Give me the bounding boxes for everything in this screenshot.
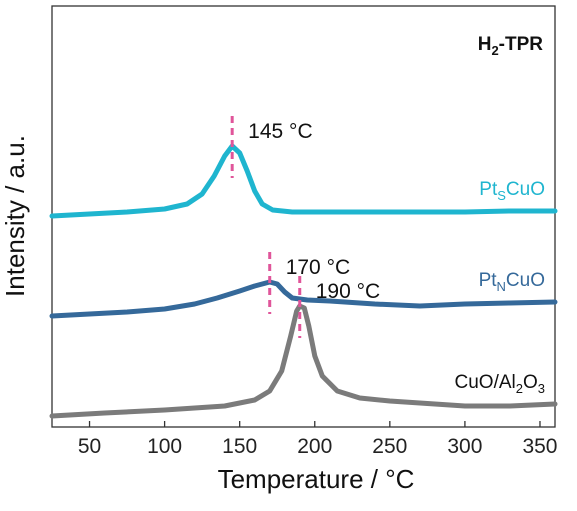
y-axis-label: Intensity / a.u. — [0, 135, 30, 297]
series-layer — [49, 143, 558, 419]
peak-label-2: 190 °C — [316, 280, 380, 303]
experiment-badge: H2-TPR — [478, 34, 544, 58]
series-label-layer: 145 °C PtSCuO 170 °C PtNCuO 190 °C CuO/Al2O3 — [248, 120, 545, 396]
x-tick-label: 200 — [297, 435, 332, 458]
x-tick-label: 150 — [222, 435, 257, 458]
series-line-0 — [49, 143, 558, 219]
x-tick-label: 250 — [372, 435, 407, 458]
peak-label-1: 170 °C — [286, 256, 350, 279]
series-label-1: PtNCuO — [479, 270, 545, 294]
x-axis-ticks: 50 100 150 200 250 300 350 — [78, 421, 558, 458]
plot-area — [51, 5, 556, 428]
plot-frame — [51, 5, 556, 428]
x-tick-label: 350 — [522, 435, 557, 458]
series-line-1 — [49, 279, 558, 319]
badge-subscript: 2 — [491, 43, 498, 58]
x-tick-label: 50 — [78, 435, 101, 458]
series-line-2 — [49, 303, 558, 419]
badge-main: H — [478, 34, 492, 55]
x-tick-label: 100 — [147, 435, 182, 458]
series-label-2: CuO/Al2O3 — [455, 372, 546, 396]
peak-label-0: 145 °C — [248, 120, 312, 143]
series-label-0: PtSCuO — [479, 179, 545, 203]
x-tick-label: 300 — [447, 435, 482, 458]
peak-marker-layer — [230, 116, 302, 338]
x-axis-label: Temperature / °C — [218, 464, 415, 494]
badge-rest: -TPR — [499, 34, 544, 55]
